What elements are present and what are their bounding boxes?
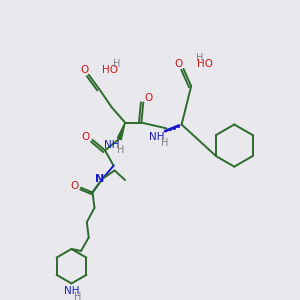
Text: H: H: [74, 292, 82, 300]
Text: H: H: [117, 146, 124, 155]
Text: HO: HO: [102, 65, 118, 75]
Text: NH: NH: [64, 286, 79, 296]
Text: H: H: [113, 59, 120, 69]
Text: O: O: [81, 65, 89, 75]
Text: O: O: [144, 93, 152, 103]
Text: O: O: [175, 59, 183, 69]
Text: H: H: [196, 53, 203, 63]
Text: O: O: [82, 132, 90, 142]
Text: O: O: [70, 181, 79, 191]
Text: NH: NH: [149, 132, 164, 142]
Text: N: N: [94, 174, 104, 184]
Polygon shape: [117, 123, 125, 140]
Text: NH: NH: [104, 140, 119, 150]
Text: HO: HO: [196, 59, 213, 69]
Text: H: H: [161, 138, 168, 148]
